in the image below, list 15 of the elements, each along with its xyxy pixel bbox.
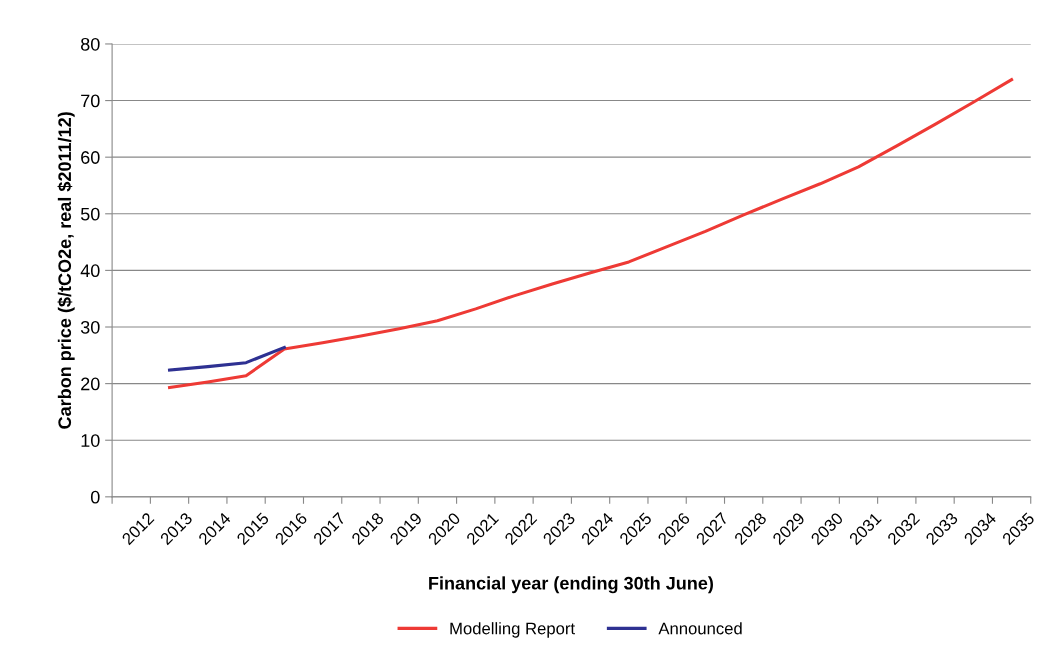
y-tick-label: 50: [80, 207, 100, 221]
legend-label: Announced: [658, 622, 742, 635]
line-series: [167, 345, 286, 372]
y-tick-label: 80: [81, 37, 100, 51]
y-tick-label: 0: [90, 490, 100, 504]
y-tick-label: 10: [81, 434, 100, 447]
y-tick-label: 30: [80, 320, 100, 334]
legend-label: Modelling Report: [450, 622, 575, 638]
y-tick-label: 20: [81, 377, 100, 391]
x-axis-title: Financial year (ending 30th June): [429, 576, 713, 594]
line-series: [167, 78, 1014, 390]
y-tick-label: 40: [80, 264, 100, 278]
y-axis-title: Carbon price ($/tCO2e, real $2011/12): [57, 112, 75, 429]
y-tick-label: 60: [81, 151, 100, 164]
y-tick-label: 70: [81, 94, 100, 108]
